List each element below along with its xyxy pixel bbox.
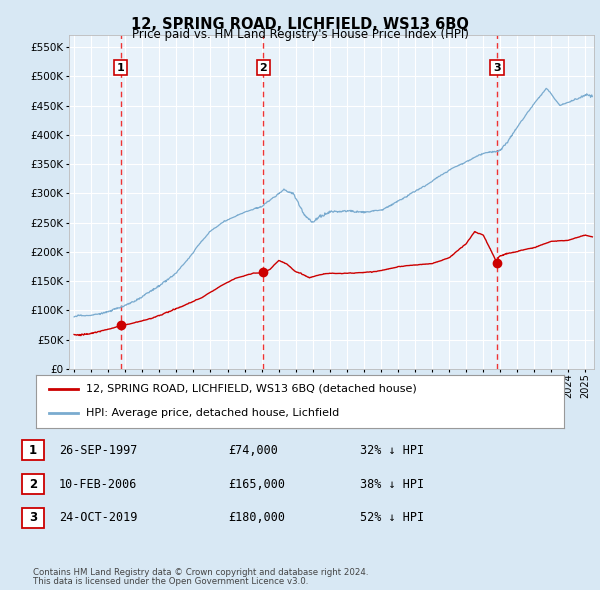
Text: HPI: Average price, detached house, Lichfield: HPI: Average price, detached house, Lich… — [86, 408, 340, 418]
Text: 2: 2 — [260, 63, 268, 73]
Text: 12, SPRING ROAD, LICHFIELD, WS13 6BQ: 12, SPRING ROAD, LICHFIELD, WS13 6BQ — [131, 17, 469, 31]
Text: 3: 3 — [29, 511, 37, 525]
Text: 1: 1 — [29, 444, 37, 457]
Text: 1: 1 — [117, 63, 125, 73]
Text: 24-OCT-2019: 24-OCT-2019 — [59, 511, 137, 525]
Text: Contains HM Land Registry data © Crown copyright and database right 2024.: Contains HM Land Registry data © Crown c… — [33, 568, 368, 577]
Text: 52% ↓ HPI: 52% ↓ HPI — [360, 511, 424, 525]
Text: £180,000: £180,000 — [228, 511, 285, 525]
Text: Price paid vs. HM Land Registry's House Price Index (HPI): Price paid vs. HM Land Registry's House … — [131, 28, 469, 41]
Text: 32% ↓ HPI: 32% ↓ HPI — [360, 444, 424, 457]
Text: 12, SPRING ROAD, LICHFIELD, WS13 6BQ (detached house): 12, SPRING ROAD, LICHFIELD, WS13 6BQ (de… — [86, 384, 417, 394]
Text: £74,000: £74,000 — [228, 444, 278, 457]
Text: This data is licensed under the Open Government Licence v3.0.: This data is licensed under the Open Gov… — [33, 578, 308, 586]
Text: 26-SEP-1997: 26-SEP-1997 — [59, 444, 137, 457]
Text: 10-FEB-2006: 10-FEB-2006 — [59, 477, 137, 491]
Text: £165,000: £165,000 — [228, 477, 285, 491]
Text: 38% ↓ HPI: 38% ↓ HPI — [360, 477, 424, 491]
Text: 2: 2 — [29, 477, 37, 491]
Text: 3: 3 — [493, 63, 501, 73]
